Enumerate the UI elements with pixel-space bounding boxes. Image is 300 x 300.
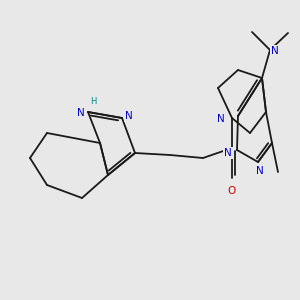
Text: N: N: [224, 148, 232, 158]
Text: O: O: [228, 186, 236, 196]
Text: N: N: [77, 108, 85, 118]
Text: N: N: [217, 114, 225, 124]
Text: N: N: [256, 166, 264, 176]
Text: H: H: [90, 98, 96, 106]
Text: N: N: [271, 46, 279, 56]
Text: N: N: [125, 111, 133, 121]
